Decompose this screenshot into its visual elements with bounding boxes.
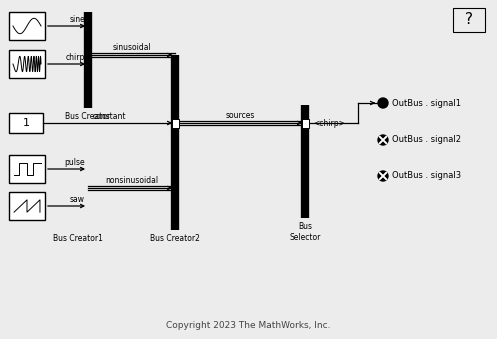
Text: saw: saw (70, 195, 85, 204)
Text: sinusoidal: sinusoidal (112, 43, 151, 52)
Text: chirp: chirp (66, 53, 85, 62)
Text: Bus
Selector: Bus Selector (289, 222, 321, 242)
Bar (171, 119, 178, 127)
Bar (302, 119, 309, 127)
Circle shape (378, 135, 388, 145)
Text: 1: 1 (22, 118, 29, 128)
Text: OutBus . signal2: OutBus . signal2 (392, 136, 461, 144)
Text: constant: constant (92, 112, 126, 121)
Text: ?: ? (465, 13, 473, 27)
Bar (9, 12, 45, 40)
Text: OutBus . signal3: OutBus . signal3 (392, 172, 461, 180)
Circle shape (378, 171, 388, 181)
Text: OutBus . signal1: OutBus . signal1 (392, 99, 461, 107)
Bar (453, 8, 485, 32)
Text: sine: sine (69, 15, 85, 24)
Bar (9, 50, 45, 78)
Text: sources: sources (225, 111, 254, 120)
Bar (9, 155, 45, 183)
Circle shape (378, 98, 388, 108)
Text: <chirp>: <chirp> (313, 119, 345, 127)
Text: nonsinusoidal: nonsinusoidal (105, 176, 158, 185)
Text: Copyright 2023 The MathWorks, Inc.: Copyright 2023 The MathWorks, Inc. (166, 320, 330, 330)
Bar (9, 192, 45, 220)
Bar (9, 113, 43, 133)
Text: pulse: pulse (65, 158, 85, 167)
Text: Bus Creator2: Bus Creator2 (150, 234, 200, 243)
Text: Bus Creator1: Bus Creator1 (53, 234, 103, 243)
Text: Bus Creator: Bus Creator (66, 112, 110, 121)
